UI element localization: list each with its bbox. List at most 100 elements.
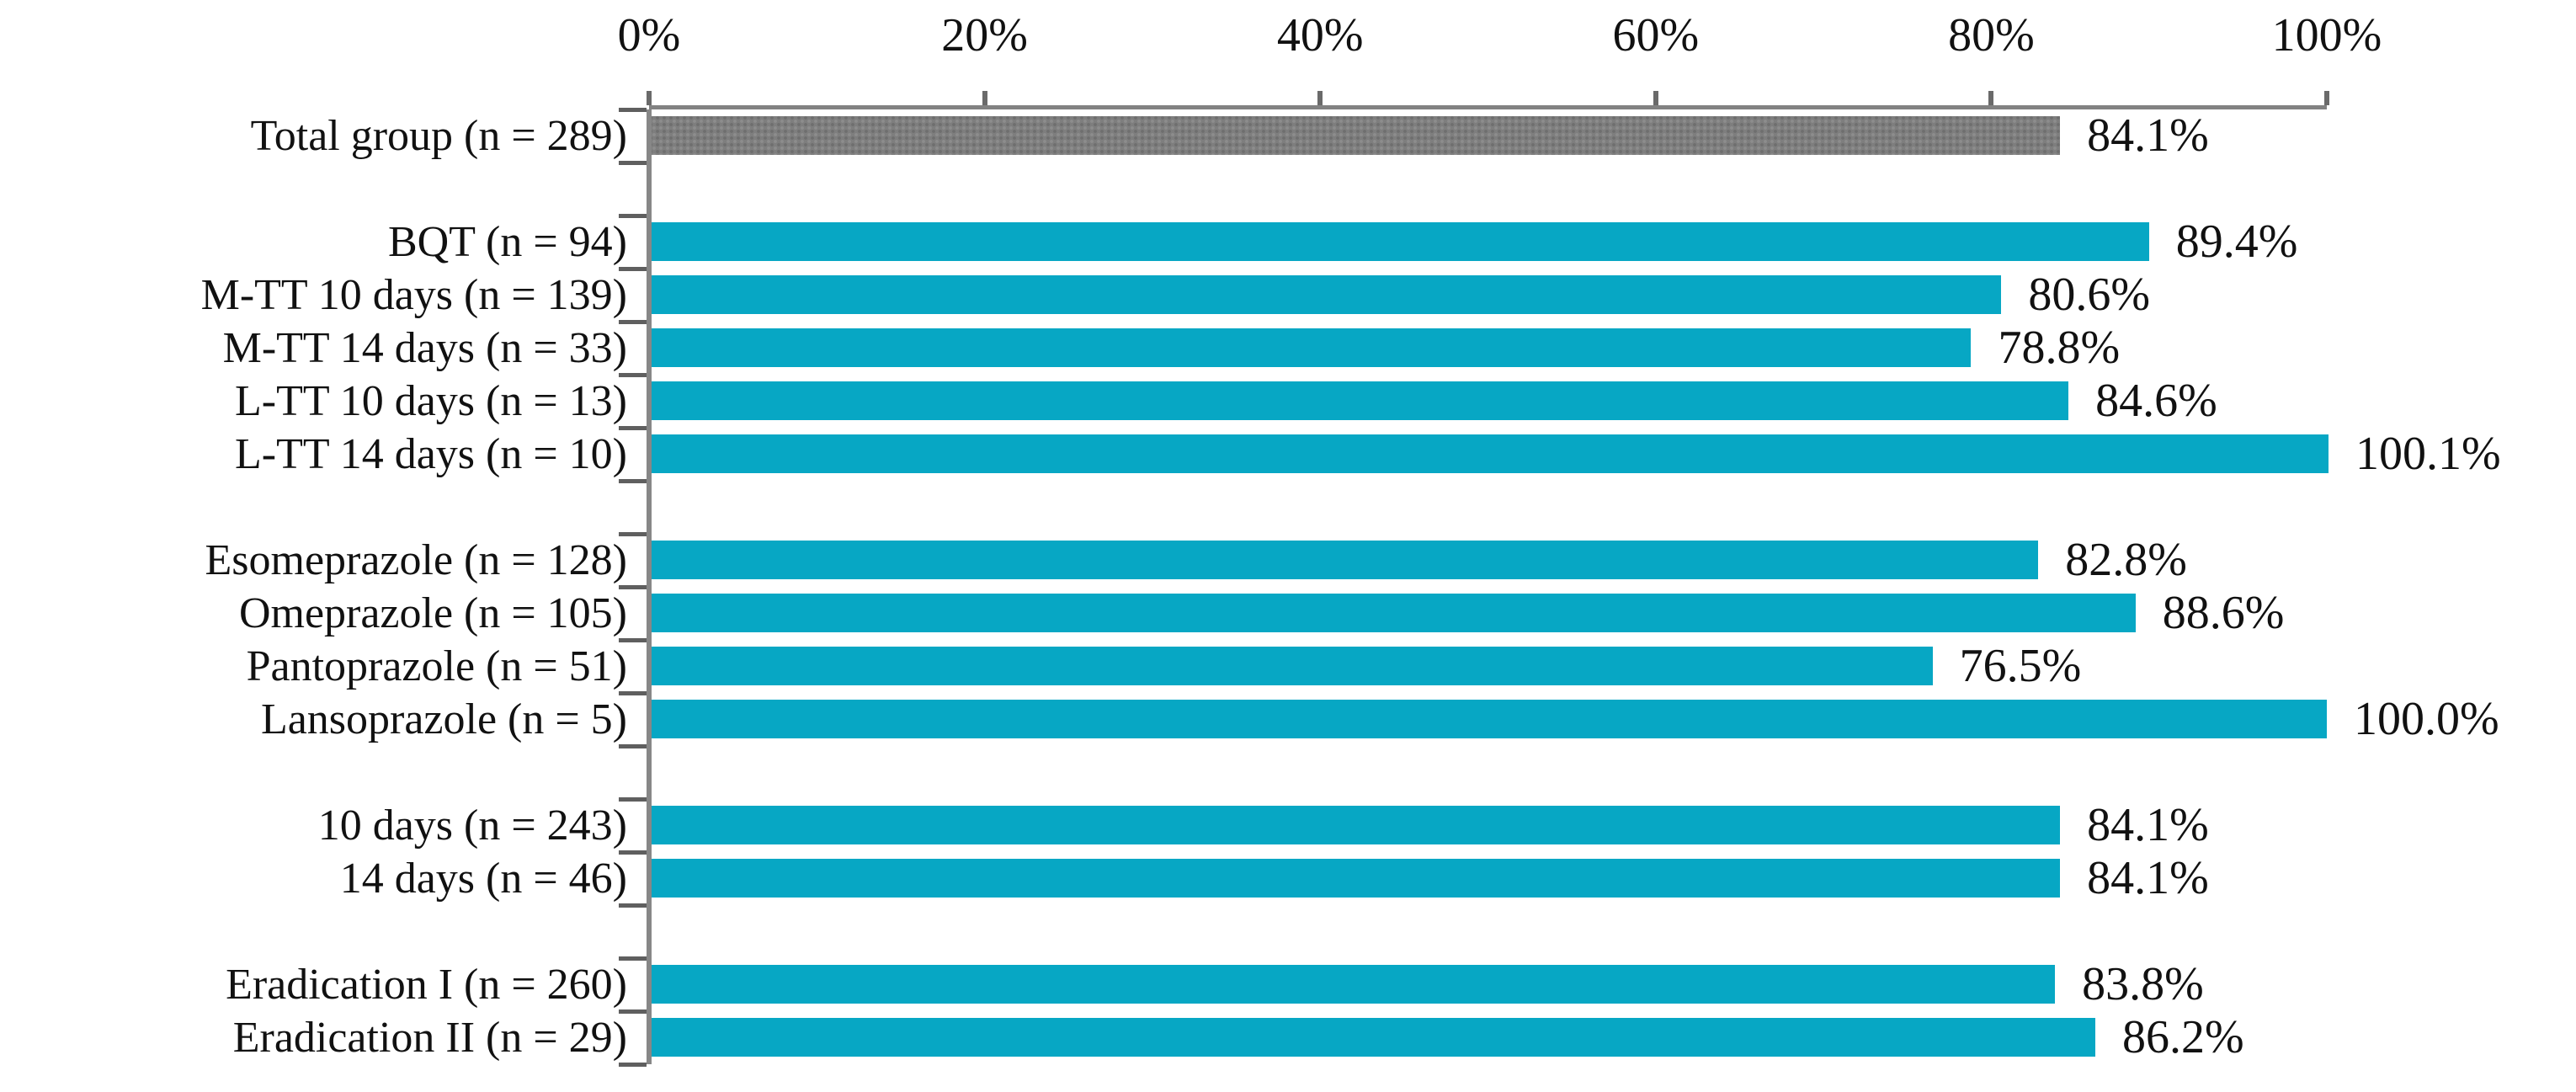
bar-track: 89.4% [649,216,2327,269]
bar-track: 78.8% [649,322,2327,375]
value-label: 84.6% [2095,375,2217,427]
y-axis-tick [619,1009,647,1014]
category-label: L-TT 14 days (n = 10) [235,429,627,478]
bar [649,541,2039,579]
bar-row: L-TT 14 days (n = 10) 100.1% [0,428,2576,481]
bar [649,328,1972,367]
bar [649,275,2002,314]
bar-track: 100.0% [649,693,2499,746]
x-axis-tick [647,91,652,105]
value-label: 76.5% [1959,640,2082,692]
bar-track: 84.6% [649,375,2327,428]
value-label: 100.1% [2355,428,2501,480]
y-axis-line [647,109,652,1064]
bar-row: 14 days (n = 46) 84.1% [0,852,2576,905]
bar [649,1018,2095,1057]
value-label: 100.0% [2354,693,2499,745]
y-axis-tick [619,850,647,855]
x-axis: 0% 20% 40% 60% 80% 100% [618,0,2382,109]
bar-track: 100.1% [649,428,2501,481]
value-label: 84.1% [2087,109,2209,162]
category-label: M-TT 14 days (n = 33) [222,323,627,372]
x-axis-tick [1653,91,1658,105]
y-axis-tick [619,108,647,112]
group-spacer [0,481,2576,534]
value-label: 80.6% [2028,269,2150,321]
category-label: BQT (n = 94) [387,217,627,266]
y-axis-tick [619,638,647,642]
bar-row: Eradication II (n = 29) 86.2% [0,1011,2576,1064]
bar [649,116,2061,155]
y-axis-tick [619,214,647,218]
bar [649,700,2327,738]
x-axis-tick [982,91,987,105]
value-label: 78.8% [1998,322,2121,374]
bar [649,806,2061,844]
bar [649,434,2329,473]
bar-track: 86.2% [649,1011,2327,1064]
category-label: Eradication II (n = 29) [232,1013,627,1062]
bar-row: Lansoprazole (n = 5) 100.0% [0,693,2576,746]
bar-track: 76.5% [649,640,2327,693]
category-label: 14 days (n = 46) [339,854,627,903]
category-label: L-TT 10 days (n = 13) [235,376,627,425]
bar [649,859,2061,898]
bar-track: 82.8% [649,534,2327,587]
bar-row: Pantoprazole (n = 51) 76.5% [0,640,2576,693]
category-label: Esomeprazole (n = 128) [205,535,628,584]
value-label: 89.4% [2175,216,2298,268]
value-label: 86.2% [2121,1011,2244,1063]
bar-row: 10 days (n = 243) 84.1% [0,799,2576,852]
y-axis-tick [619,320,647,324]
bar-track: 88.6% [649,587,2327,640]
bar-row: M-TT 14 days (n = 33) 78.8% [0,322,2576,375]
category-label: M-TT 10 days (n = 139) [200,270,627,319]
bar-row: BQT (n = 94) 89.4% [0,216,2576,269]
y-axis-tick [619,691,647,695]
y-axis-tick [619,903,647,908]
bar-row: M-TT 10 days (n = 139) 80.6% [0,269,2576,322]
bar-track: 84.1% [649,799,2327,852]
chart-rows: Total group (n = 289) 84.1% BQT (n = 94) 89… [0,109,2576,1064]
x-axis-tick-label: 20% [941,9,1028,61]
x-axis-tick-label: 40% [1276,9,1364,61]
bar-track: 83.8% [649,958,2327,1011]
category-label: Eradication I (n = 260) [226,960,627,1009]
x-axis-tick-label: 60% [1612,9,1700,61]
value-label: 83.8% [2082,958,2204,1010]
bar-row: Eradication I (n = 260) 83.8% [0,958,2576,1011]
value-label: 84.1% [2087,852,2209,904]
bar-track: 84.1% [649,852,2327,905]
group-spacer [0,905,2576,958]
category-label: Lansoprazole (n = 5) [260,695,627,743]
y-axis-tick [619,479,647,483]
y-axis-tick [619,161,647,165]
bar-track: 84.1% [649,109,2327,162]
group-spacer [0,746,2576,799]
y-axis-tick [619,373,647,377]
y-axis-tick [619,797,647,802]
value-label: 84.1% [2087,799,2209,851]
bar [649,381,2069,420]
bar-row: L-TT 10 days (n = 13) 84.6% [0,375,2576,428]
x-axis-tick [1317,91,1323,105]
x-axis-tick [1988,91,1994,105]
category-label: Total group (n = 289) [250,111,627,160]
x-axis-tick-label: 0% [617,9,681,61]
x-axis-tick [2324,91,2329,105]
bar [649,647,1933,685]
y-axis-tick [619,532,647,536]
y-axis-tick [619,585,647,589]
bar [649,222,2149,261]
group-spacer [0,162,2576,216]
value-label: 88.6% [2162,587,2285,639]
x-axis-tick-label: 100% [2271,9,2382,61]
x-axis-tick-label: 80% [1948,9,2035,61]
category-label: Omeprazole (n = 105) [238,589,627,637]
y-axis-tick [619,744,647,748]
bar-row: Omeprazole (n = 105) 88.6% [0,587,2576,640]
category-label: Pantoprazole (n = 51) [246,642,627,690]
y-axis-tick [619,426,647,430]
y-axis-tick [619,956,647,961]
